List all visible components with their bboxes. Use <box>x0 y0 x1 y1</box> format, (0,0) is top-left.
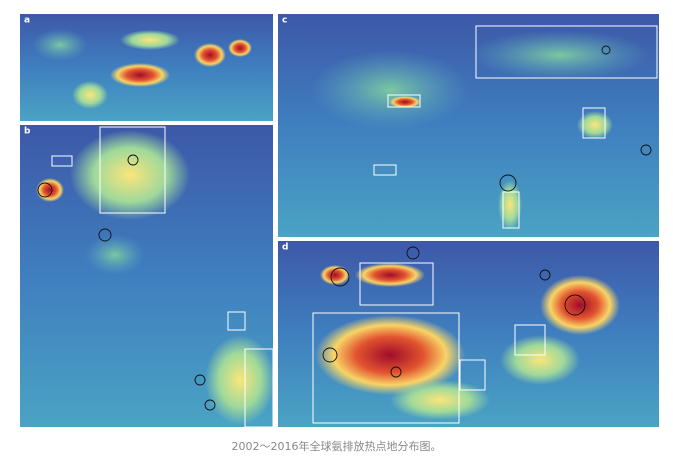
hotspot-circle <box>539 269 551 281</box>
land <box>310 50 470 130</box>
panel-c: c <box>278 14 659 237</box>
hotspot-circle <box>37 182 53 198</box>
hotspot-circle <box>194 374 206 386</box>
hotspot <box>355 263 425 287</box>
hotspot-circle <box>322 347 338 363</box>
land <box>205 335 275 425</box>
hotspot-circle <box>204 399 216 411</box>
hotspot-box <box>51 155 73 167</box>
land <box>70 130 190 220</box>
hotspot-circle <box>601 45 611 55</box>
hotspot <box>320 265 350 285</box>
panel-label: d <box>282 243 288 253</box>
land <box>32 29 88 61</box>
hotspot <box>194 43 226 67</box>
land <box>390 380 490 420</box>
land <box>500 335 580 385</box>
hotspot-circle <box>499 174 517 192</box>
panel-a: a <box>20 14 273 121</box>
land <box>72 81 108 109</box>
hotspot-circle <box>640 144 652 156</box>
panel-label: c <box>282 16 287 26</box>
hotspot-box <box>582 107 606 139</box>
hotspot <box>315 315 465 395</box>
caption: 2002～2016年全球氨排放热点地分布图。 <box>231 440 442 453</box>
land <box>120 30 180 50</box>
hotspot-box <box>359 262 434 306</box>
hotspot-circle <box>127 154 139 166</box>
panel-b: b <box>20 125 275 428</box>
panel-label: a <box>24 16 30 26</box>
hotspot-box <box>459 359 486 391</box>
hotspot-box <box>99 126 166 214</box>
hotspot-circle <box>406 246 420 260</box>
hotspot <box>228 39 252 57</box>
hotspot-circle <box>98 228 112 242</box>
hotspot-box <box>475 25 658 79</box>
panel-d: d <box>278 241 659 427</box>
hotspot-box <box>373 164 397 176</box>
hotspot-box <box>502 191 520 229</box>
hotspot <box>389 96 421 108</box>
panel-label: b <box>24 127 31 137</box>
hotspot-box <box>387 94 421 108</box>
hotspot-circle <box>390 366 402 378</box>
hotspot <box>36 178 64 202</box>
hotspot-box <box>312 312 460 424</box>
hotspot-box <box>227 311 246 331</box>
land <box>470 30 650 80</box>
land <box>85 235 145 275</box>
hotspot-box <box>244 348 274 428</box>
hotspot <box>110 63 170 87</box>
hotspot-circle <box>564 294 586 316</box>
hotspot-circle <box>330 267 350 287</box>
hotspot <box>540 275 620 335</box>
land <box>577 111 613 139</box>
hotspot-box <box>514 324 546 356</box>
